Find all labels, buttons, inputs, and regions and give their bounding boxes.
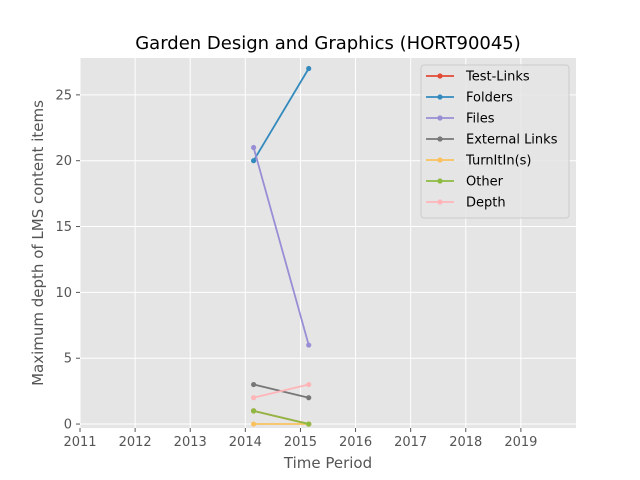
legend-entry-depth: Depth (426, 196, 506, 211)
x-tick-label: 2012 (119, 435, 152, 450)
series-other (251, 408, 312, 427)
legend-label: Other (466, 175, 504, 190)
series-line-folders (252, 68, 310, 162)
legend-entry-turnitin-s: TurnItIn(s) (426, 154, 531, 169)
legend-entry-external-links: External Links (426, 133, 558, 148)
data-point-external-links (306, 395, 312, 401)
legend-marker (437, 199, 443, 205)
legend-entry-folders: Folders (426, 91, 513, 106)
x-axis-label: Time Period (283, 454, 372, 472)
y-tick-label: 0 (64, 418, 72, 433)
data-point-external-links (251, 381, 257, 388)
legend-marker (437, 178, 443, 184)
series-files (251, 144, 312, 348)
y-tick-label: 20 (55, 154, 72, 169)
legend-label: Folders (466, 91, 513, 106)
series-line-depth (253, 383, 309, 399)
legend-label: TurnItIn(s) (465, 154, 531, 169)
x-tick-label: 2015 (284, 435, 317, 450)
legend-marker (437, 94, 443, 100)
legend-box (420, 64, 570, 219)
y-axis-label: Maximum depth of LMS content items (29, 100, 47, 386)
data-point-files (306, 342, 312, 348)
x-tick-label: 2011 (63, 435, 96, 450)
x-tick-label: 2017 (394, 435, 427, 450)
legend-entry-test-links: Test-Links (426, 70, 530, 85)
x-tick-label: 2018 (449, 435, 482, 450)
x-tick-label: 2014 (229, 435, 262, 450)
data-point-folders (251, 158, 257, 164)
series-line-other (253, 410, 309, 425)
data-point-depth (306, 381, 312, 388)
x-tick-label: 2016 (339, 435, 372, 450)
legend-label: Depth (466, 196, 506, 211)
data-point-depth (251, 395, 257, 401)
legend-marker (437, 115, 443, 121)
data-point-other (251, 408, 257, 414)
legend-entry-other: Other (426, 175, 504, 190)
series-layer (251, 65, 312, 427)
y-tick-label: 25 (55, 88, 72, 103)
y-tick-label: 15 (55, 220, 72, 235)
data-point-folders (306, 65, 312, 72)
data-point-other (306, 421, 312, 427)
x-axis-ticks: 2011 2012 2013 2014 2015 2016 2017 2018 2019 (63, 428, 537, 450)
legend-marker (437, 136, 443, 142)
legend-entry-files: Files (426, 112, 495, 127)
legend-label: Test-Links (465, 70, 530, 85)
legend: Test-Links Folders Files External Links Turn… (420, 64, 570, 219)
x-tick-label: 2013 (174, 435, 207, 450)
y-tick-label: 10 (55, 286, 72, 301)
chart-title: Garden Design and Graphics (HORT90045) (135, 33, 521, 54)
legend-marker (437, 73, 443, 79)
series-folders (251, 65, 312, 164)
legend-label: Files (466, 112, 495, 127)
y-tick-label: 5 (64, 352, 72, 367)
x-tick-label: 2019 (504, 435, 537, 450)
series-line-files (252, 147, 310, 346)
legend-label: External Links (466, 133, 558, 148)
y-axis-ticks: 0 5 10 15 20 25 (55, 88, 80, 433)
legend-marker (437, 157, 443, 163)
data-point-turnitin-s (251, 421, 257, 427)
data-point-files (251, 144, 257, 151)
series-depth (251, 381, 312, 401)
